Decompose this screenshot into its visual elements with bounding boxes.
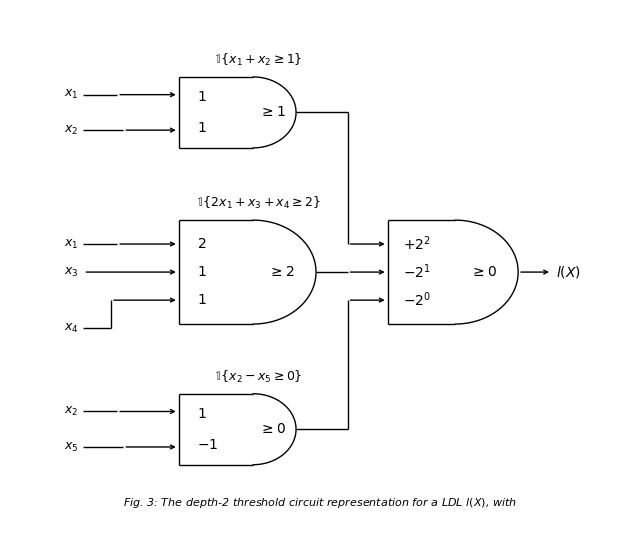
Text: $-2^1$: $-2^1$: [403, 263, 431, 282]
Text: $x_3$: $x_3$: [64, 266, 79, 279]
Text: $1$: $1$: [197, 407, 207, 420]
Text: $2$: $2$: [197, 237, 207, 251]
Text: $x_5$: $x_5$: [64, 440, 79, 453]
Text: $x_1$: $x_1$: [64, 237, 79, 251]
Text: $+2^2$: $+2^2$: [403, 235, 431, 253]
Text: Fig. 3: The depth-2 threshold circuit representation for a LDL $l(X)$, with: Fig. 3: The depth-2 threshold circuit re…: [123, 496, 517, 510]
Text: $1$: $1$: [197, 265, 207, 279]
Text: $\mathbb{1}\{2x_1 + x_3 + x_4 \geq 2\}$: $\mathbb{1}\{2x_1 + x_3 + x_4 \geq 2\}$: [196, 195, 321, 211]
Text: $\geq 0$: $\geq 0$: [259, 422, 286, 436]
Text: $1$: $1$: [197, 90, 207, 104]
Text: $-1$: $-1$: [197, 438, 218, 452]
Text: $-2^0$: $-2^0$: [403, 291, 431, 310]
Text: $\mathbb{1}\{x_2 - x_5 \geq 0\}$: $\mathbb{1}\{x_2 - x_5 \geq 0\}$: [214, 369, 303, 385]
Text: $\geq 0$: $\geq 0$: [470, 265, 497, 279]
Text: $\geq 2$: $\geq 2$: [268, 265, 294, 279]
Text: $x_1$: $x_1$: [64, 88, 79, 101]
Text: $\mathbb{1}\{x_1 + x_2 \geq 1\}$: $\mathbb{1}\{x_1 + x_2 \geq 1\}$: [214, 52, 303, 68]
Text: $\geq 1$: $\geq 1$: [259, 105, 285, 120]
Text: $1$: $1$: [197, 121, 207, 135]
Text: $x_4$: $x_4$: [64, 321, 79, 334]
Text: $1$: $1$: [197, 293, 207, 307]
Text: $x_2$: $x_2$: [64, 405, 79, 418]
Text: $x_2$: $x_2$: [64, 123, 79, 137]
Text: $l(X)$: $l(X)$: [556, 264, 581, 280]
